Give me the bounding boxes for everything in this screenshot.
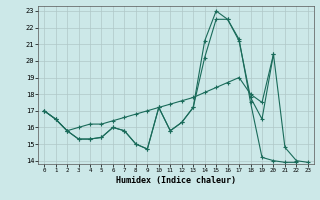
X-axis label: Humidex (Indice chaleur): Humidex (Indice chaleur) [116, 176, 236, 185]
